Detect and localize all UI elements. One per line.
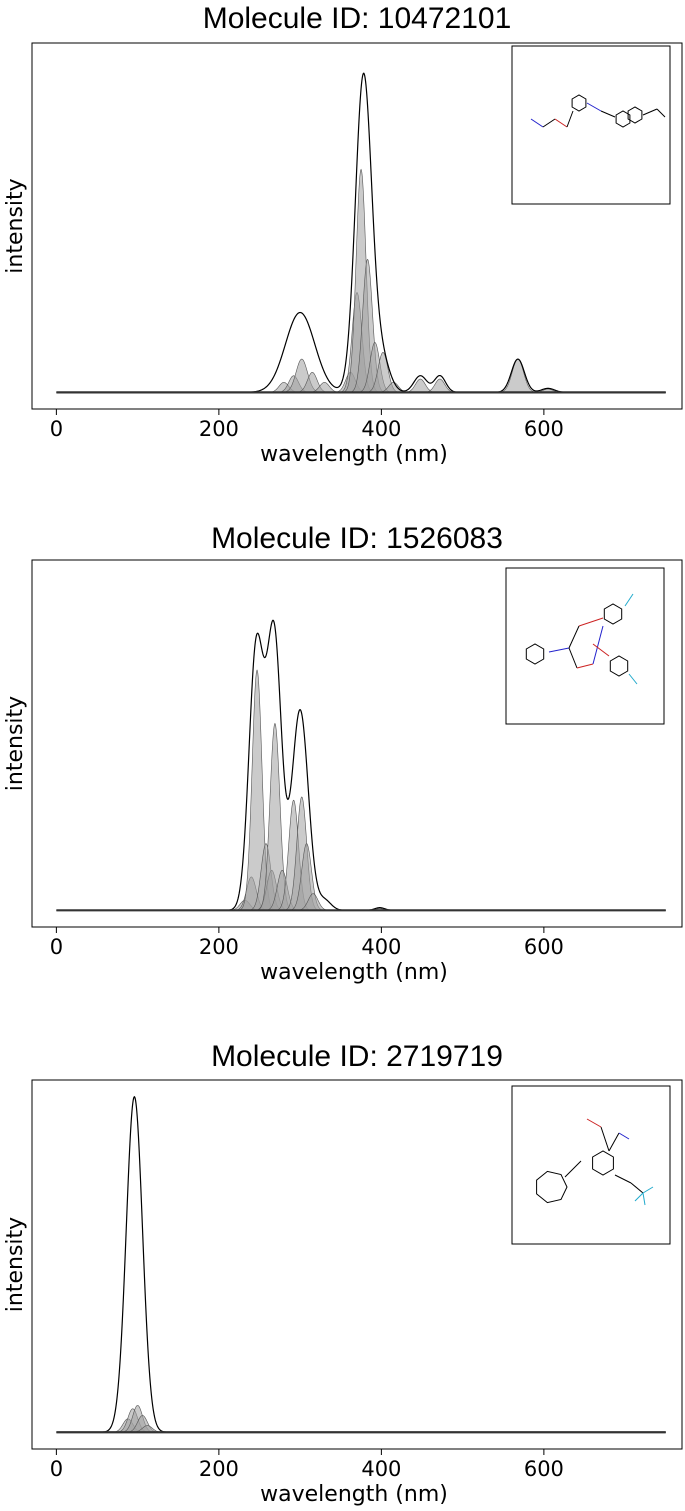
spectrum-peak-15 [494, 358, 541, 393]
chart-title: Molecule ID: 2719719 [211, 1040, 503, 1073]
molecule-bond [618, 1132, 630, 1140]
molecule-bond [586, 1118, 602, 1128]
chart-title: Molecule ID: 1526083 [211, 522, 503, 555]
molecule-ring [525, 643, 545, 665]
inset-frame [511, 45, 671, 205]
plot-area-frame [31, 42, 683, 410]
chart-panel-3: Molecule ID: 2719719 0 200 400 600 wavelength… [3, 1040, 683, 1507]
molecule-bond [608, 1132, 620, 1152]
x-tick-label: 0 [50, 417, 63, 441]
molecule-structure-inset [511, 1085, 671, 1245]
x-tick-label: 600 [524, 935, 564, 959]
molecule-bond [568, 647, 578, 669]
x-axis-label: wavelength (nm) [260, 442, 448, 467]
x-tick-label: 200 [199, 935, 239, 959]
molecule-bond [592, 643, 610, 657]
molecule-ring [592, 1150, 614, 1176]
molecule-bond [564, 1160, 582, 1178]
molecule-ring [571, 94, 587, 112]
x-tick-label: 400 [361, 935, 401, 959]
x-tick-label: 400 [361, 1457, 401, 1481]
x-tick-label: 400 [361, 417, 401, 441]
molecule-bond [642, 1186, 654, 1194]
molecule-ring [627, 106, 643, 124]
molecule-bond [554, 118, 568, 128]
molecule-ring [603, 603, 623, 625]
chart-title: Molecule ID: 10472101 [203, 2, 512, 35]
y-axis-label: intensity [3, 178, 28, 273]
molecule-bond [548, 647, 570, 653]
x-tick-label: 600 [524, 1457, 564, 1481]
plot-area-frame [31, 559, 683, 928]
molecule-bond [542, 118, 556, 128]
molecule-bond [592, 625, 604, 665]
molecule-bond [656, 108, 666, 118]
molecule-bond [614, 1174, 632, 1184]
molecule-bond [624, 593, 634, 607]
molecule-bond [530, 118, 544, 128]
x-tick-label: 200 [199, 1457, 239, 1481]
molecule-bond [642, 1192, 646, 1206]
molecule-ring [609, 655, 629, 677]
molecule-bond [642, 108, 658, 116]
molecule-ring [536, 1170, 568, 1204]
x-tick-label: 600 [524, 417, 564, 441]
molecule-bond [630, 1182, 644, 1194]
molecule-bond [566, 110, 574, 128]
plot-area-frame [31, 1079, 683, 1450]
molecule-bond [600, 1126, 610, 1152]
x-axis-label: wavelength (nm) [260, 960, 448, 985]
x-tick-label: 0 [50, 935, 63, 959]
x-axis-label: wavelength (nm) [260, 1482, 448, 1507]
molecule-bond [600, 110, 616, 118]
molecule-ring [615, 110, 631, 128]
y-axis-label: intensity [3, 696, 28, 791]
molecule-structure-inset [505, 567, 665, 725]
molecule-bond [586, 102, 602, 112]
molecule-structure-inset [511, 45, 671, 205]
molecule-bond [628, 673, 638, 685]
y-axis-label: intensity [3, 1217, 28, 1312]
molecule-bond [578, 617, 604, 627]
inset-frame [505, 567, 665, 725]
molecule-bond [576, 663, 594, 669]
x-tick-label: 0 [50, 1457, 63, 1481]
inset-frame [511, 1085, 671, 1245]
chart-panel-2: Molecule ID: 1526083 0 200 400 600 wavelength… [3, 522, 683, 985]
chart-panel-1: Molecule ID: 10472101 0 200 400 600 wavelengt… [3, 2, 683, 467]
molecule-bond [568, 625, 580, 649]
x-tick-label: 200 [199, 417, 239, 441]
molecule-bond [634, 1192, 644, 1202]
